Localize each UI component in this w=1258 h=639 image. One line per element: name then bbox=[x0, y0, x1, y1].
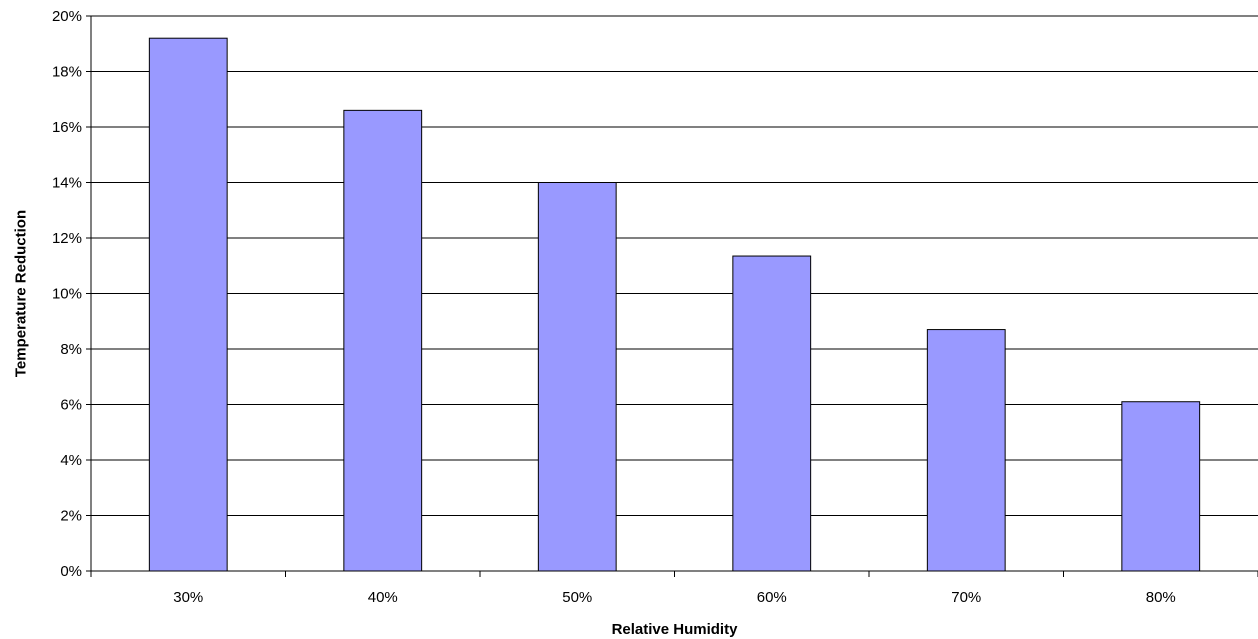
x-tick-labels: 30% 40% 50% 60% 70% 80% bbox=[173, 589, 1176, 606]
y-tick-labels: 0% 2% 4% 6% 8% 10% 12% 14% 16% 18% 20% bbox=[52, 8, 82, 580]
y-tick-label: 12% bbox=[52, 230, 82, 247]
bar-60pct bbox=[732, 255, 812, 572]
bar-80pct bbox=[1121, 401, 1201, 572]
y-tick-label: 20% bbox=[52, 8, 82, 25]
x-axis-title: Relative Humidity bbox=[612, 621, 739, 638]
y-tick-label: 2% bbox=[60, 508, 82, 525]
y-tick-label: 0% bbox=[60, 563, 82, 580]
y-tick-label: 4% bbox=[60, 452, 82, 469]
y-tick-label: 10% bbox=[52, 286, 82, 303]
x-tick-label: 80% bbox=[1146, 589, 1176, 606]
x-tick-label: 70% bbox=[951, 589, 981, 606]
y-axis-title: Temperature Reduction bbox=[12, 210, 29, 377]
bar-50pct bbox=[537, 182, 617, 572]
bar-70pct bbox=[926, 329, 1006, 572]
x-tick-label: 40% bbox=[368, 589, 398, 606]
x-tick-label: 30% bbox=[173, 589, 203, 606]
x-tick-label: 50% bbox=[562, 589, 592, 606]
bars bbox=[148, 37, 1201, 572]
y-tick-label: 8% bbox=[60, 341, 82, 358]
bar-30pct bbox=[148, 37, 228, 572]
gridlines bbox=[91, 15, 1258, 516]
x-tick-label: 60% bbox=[757, 589, 787, 606]
axes bbox=[86, 15, 1258, 577]
y-tick-label: 16% bbox=[52, 119, 82, 136]
y-tick-label: 14% bbox=[52, 175, 82, 192]
y-tick-label: 18% bbox=[52, 64, 82, 81]
y-tick-label: 6% bbox=[60, 397, 82, 414]
bar-40pct bbox=[343, 109, 423, 572]
